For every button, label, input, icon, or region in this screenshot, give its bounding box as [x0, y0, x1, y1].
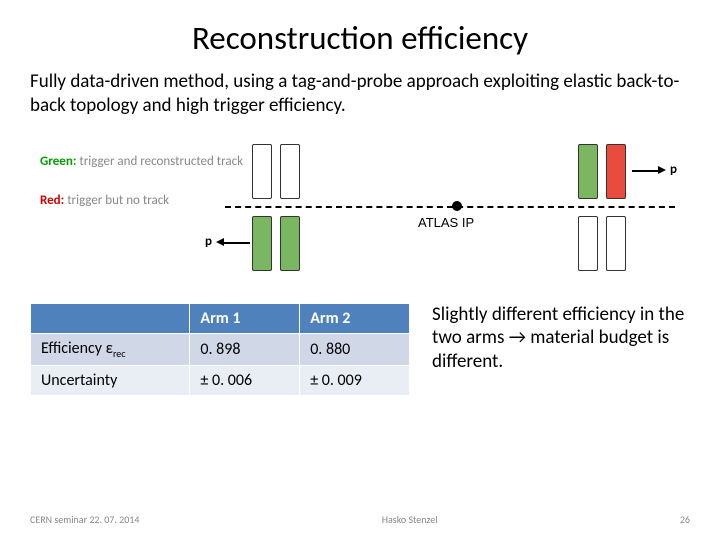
arrow-head: [216, 238, 224, 246]
footer-mid: Hasko Stenzel: [139, 513, 679, 526]
ip-dot: [452, 201, 462, 211]
arrow-line: [222, 242, 250, 244]
table-row: Efficiency εrec 0. 898 0. 880: [31, 333, 410, 365]
detector-box: [280, 216, 300, 271]
detector-diagram: Green: trigger and reconstructed track R…: [40, 136, 680, 281]
table-row: Uncertainty ± 0. 006 ± 0. 009: [31, 365, 410, 395]
row-label: Uncertainty: [31, 365, 190, 395]
ip-label: ATLAS IP: [418, 215, 474, 230]
cell-arm1: ± 0. 006: [190, 365, 300, 395]
legend-red-label: Red:: [40, 193, 64, 208]
detector-box: [252, 144, 272, 199]
legend-green-text: trigger and reconstructed track: [79, 154, 243, 169]
footer-right: 26: [680, 513, 690, 526]
table-header-arm2: Arm 2: [300, 303, 410, 333]
detector-box: [578, 144, 598, 199]
table-header-arm1: Arm 1: [190, 303, 300, 333]
arrow-line: [632, 170, 660, 172]
detector-box: [252, 216, 272, 271]
subtitle: Fully data-driven method, using a tag-an…: [30, 70, 690, 118]
lower-section: Arm 1 Arm 2 Efficiency εrec 0. 898 0. 88…: [30, 303, 690, 396]
table-header-blank: [31, 303, 190, 333]
p-label-left: p: [205, 234, 212, 249]
cell-arm2: 0. 880: [300, 333, 410, 365]
detector-box: [606, 216, 626, 271]
footer-left: CERN seminar 22. 07. 2014: [30, 513, 139, 526]
legend-green-label: Green:: [40, 154, 76, 169]
page-title: Reconstruction efficiency: [30, 18, 690, 58]
cell-arm2: ± 0. 009: [300, 365, 410, 395]
cell-arm1: 0. 898: [190, 333, 300, 365]
footer: CERN seminar 22. 07. 2014 Hasko Stenzel …: [30, 513, 690, 526]
p-label-right: p: [670, 162, 677, 177]
legend: Green: trigger and reconstructed track R…: [40, 154, 243, 208]
detector-box: [280, 144, 300, 199]
arrow-head: [658, 166, 666, 174]
efficiency-table: Arm 1 Arm 2 Efficiency εrec 0. 898 0. 88…: [30, 303, 410, 396]
detector-box: [578, 216, 598, 271]
row-label: Efficiency εrec: [31, 333, 190, 365]
side-text: Slightly different efficiency in the two…: [432, 303, 690, 374]
beam-line: [225, 206, 675, 208]
detector-box: [606, 144, 626, 199]
legend-red-text: trigger but no track: [67, 193, 169, 208]
